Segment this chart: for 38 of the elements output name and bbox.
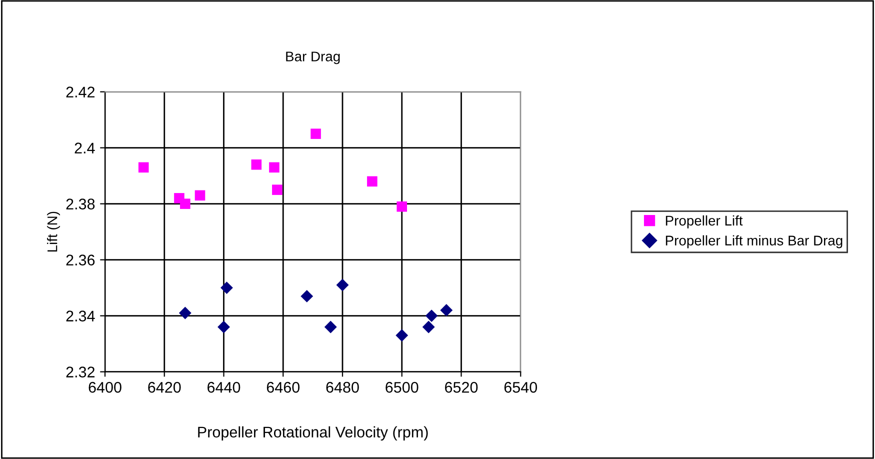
- y-tick-label: 2.34: [66, 310, 95, 322]
- point: [425, 310, 438, 322]
- x-tick-label: 6480: [326, 382, 359, 393]
- x-tick-label: 6400: [88, 382, 122, 393]
- y-tick-label: 2.38: [66, 198, 95, 210]
- y-axis-title: Lift (N): [47, 212, 60, 252]
- x-axis-title: Propeller Rotational Velocity (rpm): [198, 426, 428, 441]
- point: [336, 278, 349, 292]
- point: [251, 159, 262, 170]
- x-tick-label: 6420: [148, 382, 181, 393]
- point: [178, 306, 192, 320]
- point: [367, 176, 378, 187]
- point: [422, 320, 435, 334]
- y-tick-label: 2.4: [74, 142, 95, 154]
- x-tick-label: 6440: [208, 382, 240, 393]
- point: [440, 304, 453, 316]
- point: [180, 198, 190, 209]
- point: [300, 290, 314, 302]
- chart-title: Bar Drag: [286, 52, 340, 64]
- legend-label: Propeller Lift minus Bar Drag: [666, 235, 842, 248]
- x-tick-label: 6520: [445, 382, 478, 393]
- point: [194, 190, 206, 201]
- y-tick-label: 2.32: [66, 366, 95, 378]
- legend-label: Propeller Lift: [666, 215, 743, 228]
- x-tick-label: 6500: [386, 382, 418, 393]
- point: [220, 282, 233, 294]
- point: [138, 162, 149, 173]
- point: [396, 201, 408, 212]
- point: [269, 162, 280, 173]
- y-tick-label: 2.42: [66, 86, 95, 98]
- point: [396, 329, 408, 342]
- point: [272, 184, 282, 195]
- point: [310, 128, 321, 139]
- x-tick-label: 6460: [266, 382, 300, 393]
- y-tick-label: 2.36: [66, 254, 95, 266]
- x-tick-label: 6540: [504, 382, 538, 393]
- point: [324, 320, 337, 334]
- point: [218, 320, 230, 334]
